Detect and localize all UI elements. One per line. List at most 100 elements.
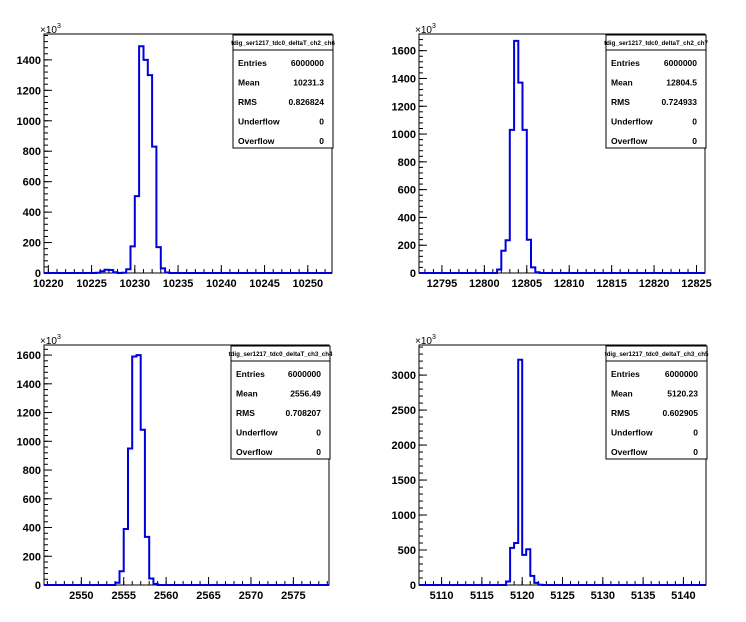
y-tick-label: 800: [23, 465, 41, 477]
x-tick-label: 2560: [154, 590, 178, 602]
stat-label: Entries: [611, 58, 640, 68]
y-tick-label: 1600: [17, 350, 41, 362]
x-tick-label: 2570: [239, 590, 263, 602]
y-tick-label: 500: [398, 545, 416, 557]
stat-label: RMS: [238, 97, 257, 107]
stat-label: RMS: [611, 408, 630, 418]
y-tick-label: 600: [23, 494, 41, 506]
stat-value: 0: [692, 117, 697, 127]
y-tick-label: 1600: [392, 46, 416, 58]
stat-label: Underflow: [236, 428, 278, 438]
x-tick-label: 5125: [550, 590, 574, 602]
x-tick-label: 5135: [631, 590, 655, 602]
histogram-series: [419, 358, 706, 586]
x-tick-label: 5110: [430, 590, 454, 602]
stat-value: 10231.3: [293, 78, 324, 88]
x-tick-label: 12795: [427, 278, 458, 290]
stat-label: Entries: [611, 369, 640, 379]
y-tick-label: 1400: [392, 73, 416, 85]
y-tick-label: 1000: [392, 510, 416, 522]
stat-label: Overflow: [611, 447, 648, 457]
stat-label: Mean: [611, 389, 633, 399]
y-tick-label: 1400: [17, 379, 41, 391]
histogram-panel-3: ×103 0 200 400 600 800 1000 1200 1400 1600 2550 255…: [17, 334, 333, 602]
y-tick-label: 0: [410, 580, 416, 592]
x-tick-label: 12825: [681, 278, 712, 290]
histogram-panel-1: ×103 0 200 400 600 800 1000 1200 1400 10220 10225 1…: [17, 23, 336, 290]
x-tick-label: 10225: [76, 278, 107, 290]
y-tick-label: 2000: [392, 440, 416, 452]
x-tick-label: 10220: [33, 278, 64, 290]
x-tick-label: 12800: [469, 278, 500, 290]
stats-box-frame: [605, 34, 707, 149]
y-tick-label: 0: [35, 268, 41, 280]
y-tick-label: 600: [398, 185, 416, 197]
y-tick-label: 800: [398, 157, 416, 169]
stat-value: 0: [319, 117, 324, 127]
x-tick-label: 2565: [196, 590, 220, 602]
stats-box: tdig_ser1217_tdc0_deltaT_ch3_ch5 Entries 6…: [605, 345, 709, 460]
y-tick-label: 1000: [17, 436, 41, 448]
x-tick-label: 10245: [249, 278, 280, 290]
y-exponent-label: ×103: [40, 334, 61, 347]
y-tick-label: 1200: [17, 85, 41, 97]
stat-label: Overflow: [236, 447, 273, 457]
y-tick-label: 2500: [392, 405, 416, 417]
y-tick-label: 400: [398, 212, 416, 224]
y-tick-label: 200: [398, 240, 416, 252]
stat-value: 0.602905: [663, 408, 699, 418]
stats-box-frame: [232, 34, 334, 149]
stat-value: 2556.49: [290, 389, 321, 399]
x-tick-label: 2555: [111, 590, 135, 602]
stat-value: 6000000: [288, 369, 321, 379]
x-tick-label: 12815: [596, 278, 627, 290]
x-tick-label: 5140: [671, 590, 695, 602]
y-tick-label: 0: [410, 268, 416, 280]
x-tick-label: 10235: [163, 278, 194, 290]
stat-label: Underflow: [611, 428, 653, 438]
stat-value: 12804.5: [666, 78, 697, 88]
stat-label: Overflow: [238, 136, 275, 146]
stat-value: 6000000: [665, 369, 698, 379]
histogram-panel-2: ×103 0 200 400 600 800 1000 1200 1400 1600 12795 12…: [392, 23, 712, 290]
stats-box: tdig_ser1217_tdc0_deltaT_ch3_ch4 Entries 6…: [229, 345, 333, 460]
x-tick-label: 5130: [591, 590, 615, 602]
stat-value: 0: [693, 447, 698, 457]
y-tick-label: 200: [23, 551, 41, 563]
histogram-title: tdig_ser1217_tdc0_deltaT_ch3_ch4: [229, 351, 333, 358]
stat-label: Mean: [238, 78, 260, 88]
y-tick-label: 1500: [392, 475, 416, 487]
x-tick-label: 12820: [639, 278, 670, 290]
y-tick-label: 0: [35, 580, 41, 592]
y-exponent-label: ×103: [415, 334, 436, 347]
y-tick-label: 1200: [17, 408, 41, 420]
stat-value: 0: [693, 428, 698, 438]
histogram-title: tdig_ser1217_tdc0_deltaT_ch2_ch7: [604, 40, 708, 47]
y-tick-label: 3000: [392, 370, 416, 382]
stat-label: Underflow: [238, 117, 280, 127]
y-tick-label: 800: [23, 146, 41, 158]
stat-label: Mean: [236, 389, 258, 399]
stat-label: Mean: [611, 78, 633, 88]
y-tick-label: 1200: [392, 101, 416, 113]
y-tick-label: 1000: [17, 116, 41, 128]
stat-value: 0: [319, 136, 324, 146]
histogram-title: tdig_ser1217_tdc0_deltaT_ch2_ch6: [231, 40, 335, 47]
x-tick-label: 2550: [69, 590, 93, 602]
stat-label: Underflow: [611, 117, 653, 127]
stat-value: 0: [316, 447, 321, 457]
stat-value: 0: [692, 136, 697, 146]
x-tick-label: 10250: [292, 278, 323, 290]
y-exponent-label: ×103: [415, 23, 436, 36]
stats-box-frame: [605, 345, 708, 460]
stat-value: 0.826824: [289, 97, 325, 107]
x-tick-label: 12805: [511, 278, 542, 290]
histogram-series: [44, 354, 329, 586]
y-tick-label: 200: [23, 238, 41, 250]
histogram-panel-4: ×103 0 500 1000 1500 2000 2500 3000 5110 5115 5120…: [392, 334, 709, 602]
stat-value: 0.708207: [286, 408, 322, 418]
stat-value: 6000000: [664, 58, 697, 68]
x-tick-label: 5115: [470, 590, 494, 602]
y-tick-label: 400: [23, 207, 41, 219]
